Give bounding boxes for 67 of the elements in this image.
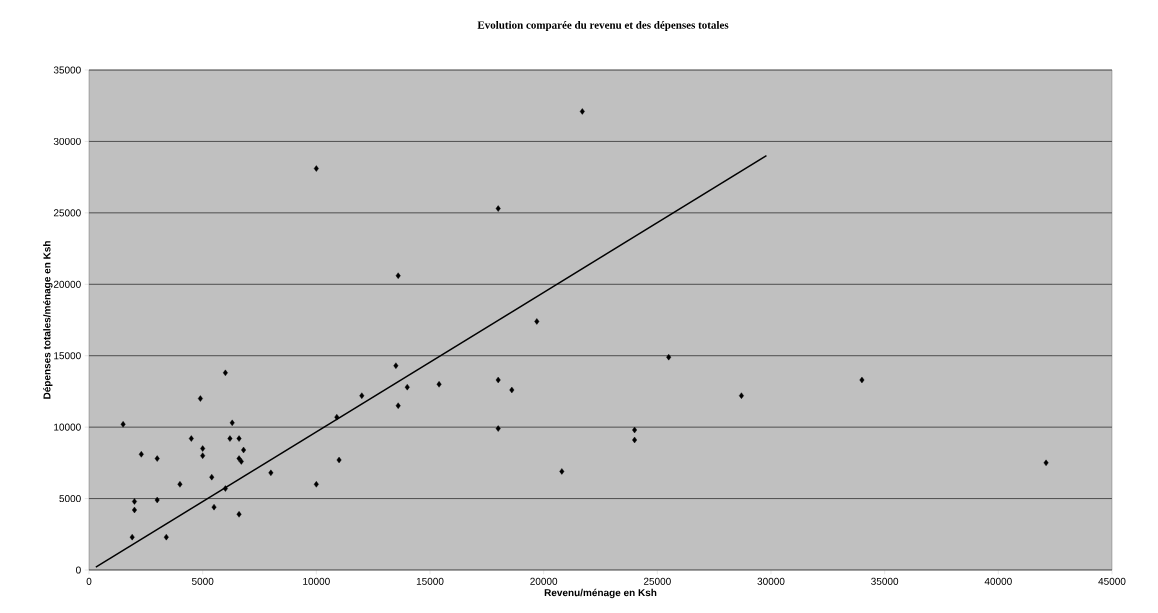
- point: [859, 376, 865, 384]
- x-tick-label: 10000: [303, 577, 330, 585]
- point: [632, 436, 638, 444]
- point: [241, 446, 247, 454]
- x-tick-label: 35000: [871, 577, 899, 585]
- point: [495, 376, 501, 384]
- x-tick-label: 0: [86, 577, 92, 585]
- x-tick-label: 45000: [1098, 577, 1126, 585]
- x-tick-label: 15000: [416, 577, 444, 585]
- point: [509, 386, 515, 394]
- x-tick-label: 30000: [757, 577, 785, 585]
- point: [436, 381, 442, 388]
- point: [177, 481, 183, 488]
- point: [222, 369, 228, 377]
- point: [495, 205, 501, 212]
- point: [154, 455, 160, 462]
- point: [393, 362, 399, 369]
- point: [238, 458, 244, 465]
- point: [738, 392, 744, 399]
- point: [132, 498, 137, 505]
- point: [313, 481, 319, 488]
- y-tick-label: 10000: [54, 423, 81, 431]
- y-tick-label: 0: [76, 566, 81, 574]
- point: [200, 445, 206, 452]
- point: [209, 473, 215, 481]
- chart-title: Evolution comparée du revenu et des dépenses totales: [477, 21, 729, 31]
- point: [334, 413, 340, 421]
- point: [129, 533, 135, 541]
- point: [236, 511, 242, 518]
- point: [359, 392, 365, 399]
- y-tick-label: 25000: [53, 209, 81, 217]
- point: [188, 435, 194, 442]
- point: [227, 435, 233, 442]
- point: [163, 533, 169, 541]
- point: [1043, 459, 1049, 467]
- point: [632, 426, 638, 434]
- point: [229, 419, 235, 427]
- y-tick-label: 15000: [54, 352, 81, 360]
- point: [559, 468, 565, 475]
- x-tick-label: 25000: [643, 577, 671, 585]
- point: [236, 435, 242, 442]
- x-tick-label: 5000: [191, 577, 214, 585]
- point: [336, 456, 342, 464]
- point: [313, 165, 319, 172]
- point: [579, 108, 585, 115]
- x-axis-title: Revenu/ménage en Ksh: [544, 588, 657, 599]
- y-tick-label: 5000: [59, 495, 81, 503]
- y-tick-label: 20000: [53, 280, 81, 288]
- point: [666, 353, 672, 361]
- x-tick-label: 20000: [530, 577, 558, 585]
- point: [495, 425, 501, 432]
- point: [154, 496, 160, 504]
- point: [222, 485, 228, 492]
- point: [268, 469, 274, 477]
- point: [395, 272, 401, 279]
- point: [404, 383, 410, 391]
- point: [534, 318, 540, 325]
- point: [197, 395, 203, 402]
- point: [200, 452, 206, 459]
- y-axis-title: Dépenses totales/ménage en Ksh: [43, 241, 53, 399]
- y-tick-label: 30000: [53, 137, 81, 145]
- point: [120, 421, 126, 428]
- x-tick-label: 40000: [984, 577, 1012, 585]
- y-tick-label: 35000: [53, 66, 81, 74]
- point: [138, 451, 144, 458]
- point: [395, 402, 401, 409]
- point: [211, 503, 217, 511]
